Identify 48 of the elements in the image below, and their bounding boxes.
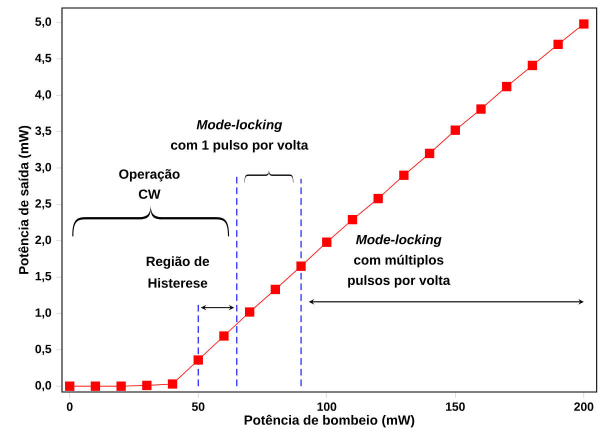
point — [476, 104, 486, 114]
point — [168, 379, 178, 389]
y-tick-label: 2,5 — [35, 199, 52, 210]
annotation: com múltiplos — [354, 254, 444, 268]
y-tick-label: 1,5 — [36, 272, 52, 282]
y-tick-label: 0,5 — [35, 344, 52, 355]
point — [374, 194, 383, 204]
point — [322, 238, 332, 247]
point — [296, 262, 306, 271]
x-tick-label: 50 — [192, 402, 204, 411]
annotation: com 1 pulso por volta — [170, 140, 308, 152]
point — [65, 382, 74, 391]
x-tick-label: 150 — [446, 402, 465, 411]
x-tick-label: 100 — [318, 402, 336, 411]
y-tick-label: 5,0 — [35, 17, 52, 28]
point — [348, 214, 358, 224]
point — [399, 170, 409, 180]
point — [502, 82, 512, 92]
point — [270, 284, 280, 294]
point — [424, 148, 434, 158]
y-tick-label: 3,0 — [35, 162, 52, 174]
point — [90, 382, 100, 391]
annotation: Histerese — [148, 278, 208, 288]
y-tick-label: 0,0 — [35, 381, 52, 392]
y-tick-label: 2,0 — [35, 236, 52, 246]
annotation: Mode-locking — [356, 234, 442, 247]
x-axis-title: Potência de bombeio (mW) — [244, 414, 414, 428]
annotation: pulsos por volta — [348, 275, 450, 288]
point — [553, 40, 563, 50]
point — [219, 331, 229, 341]
point — [244, 307, 254, 317]
y-tick-label: 1,0 — [36, 308, 52, 319]
annotation: Operação — [119, 169, 180, 182]
annotation: CW — [138, 189, 161, 199]
point — [194, 355, 203, 365]
annotation: Mode-locking — [196, 120, 282, 132]
y-tick-label: 4,5 — [35, 54, 52, 64]
point — [528, 60, 538, 70]
annotation: Região de — [146, 256, 210, 269]
point — [116, 382, 126, 391]
x-tick-label: 200 — [574, 402, 594, 411]
x-tick-label: 0 — [66, 402, 73, 411]
y-axis-title: Potência de saída (mW) — [18, 126, 32, 274]
point — [579, 19, 588, 29]
y-tick-label: 4,0 — [35, 90, 52, 100]
point — [142, 380, 152, 390]
y-tick-label: 3,5 — [35, 126, 52, 137]
point — [450, 126, 460, 135]
